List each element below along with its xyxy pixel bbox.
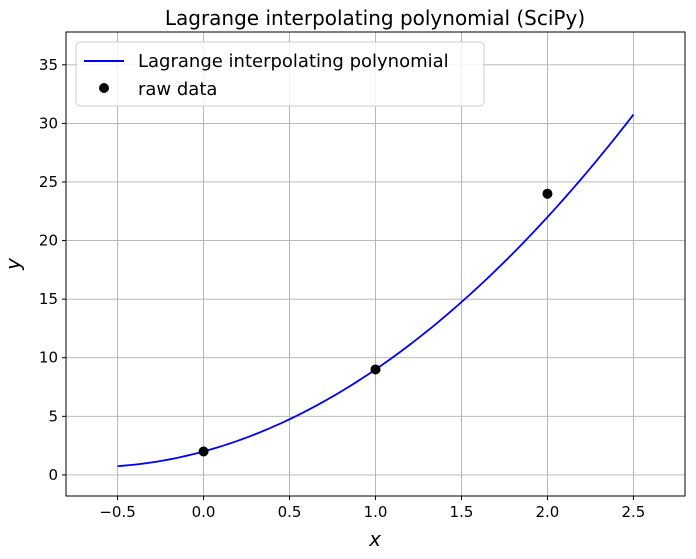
x-tick-label: 2.0 — [536, 503, 560, 521]
y-tick-label: 10 — [39, 349, 58, 367]
axes-frame — [65, 31, 686, 497]
legend-label-polynomial: Lagrange interpolating polynomial — [138, 51, 449, 72]
y-tick-label: 20 — [39, 232, 58, 250]
raw-data-point — [370, 364, 381, 375]
plot-area — [117, 114, 635, 468]
x-axis-label: x — [368, 527, 381, 551]
x-tick-label: 2.5 — [621, 503, 645, 521]
legend-box — [75, 41, 485, 107]
y-tick-label: 15 — [39, 290, 58, 308]
y-tick-label: 30 — [39, 114, 58, 132]
y-axis-label: y — [1, 257, 25, 271]
y-tick-label: 25 — [39, 173, 58, 191]
x-tick-label: 1.5 — [450, 503, 474, 521]
y-tick-label: 0 — [48, 466, 58, 484]
x-tick-label: −0.5 — [99, 503, 135, 521]
x-tick-label: 1.0 — [364, 503, 388, 521]
y-tick-label: 5 — [48, 407, 58, 425]
raw-data-point — [542, 188, 553, 199]
chart-title: Lagrange interpolating polynomial (SciPy… — [165, 6, 585, 30]
y-tick-label: 35 — [39, 56, 58, 74]
legend: Lagrange interpolating polynomial raw da… — [75, 41, 485, 107]
x-tick-label: 0.0 — [192, 503, 216, 521]
legend-label-raw-data: raw data — [138, 79, 217, 100]
legend-marker-swatch — [99, 83, 109, 93]
axis-ticks: −0.5 0.0 0.5 1.0 1.5 2.0 2.5 0 5 10 15 20 25 30 35 — [39, 56, 645, 521]
raw-data-point — [198, 446, 209, 457]
grid — [66, 32, 685, 496]
x-tick-label: 0.5 — [278, 503, 302, 521]
